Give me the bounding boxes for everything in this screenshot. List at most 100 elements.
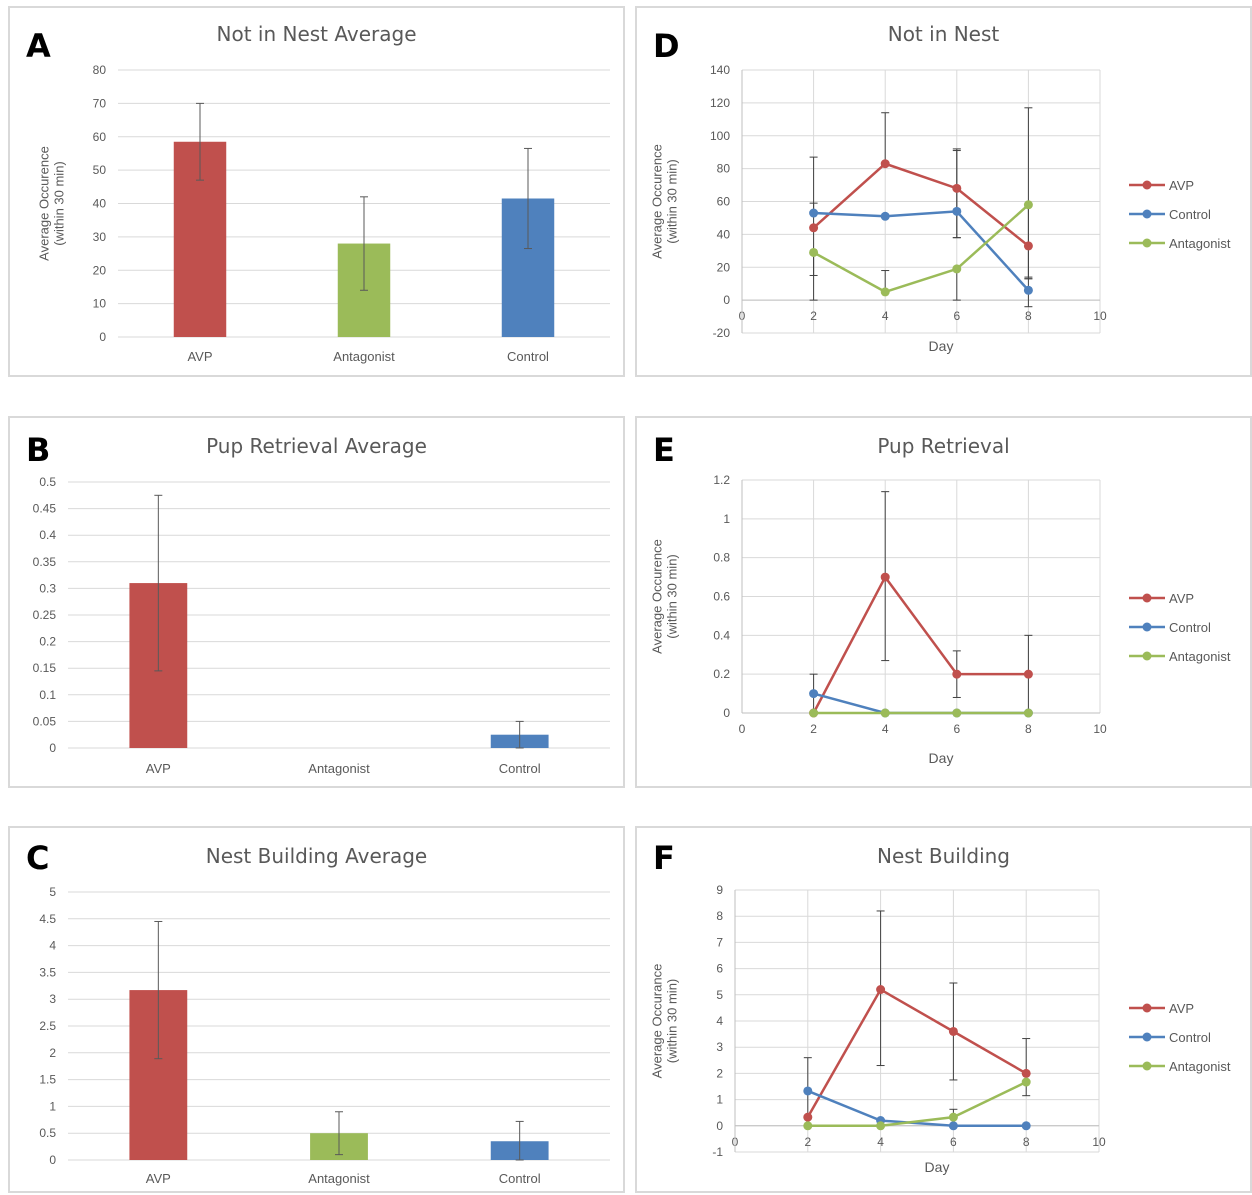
ytick-label-a-4: 40 xyxy=(93,197,107,211)
ytick-label-c-10: 5 xyxy=(49,885,56,899)
xtick-label-e-5: 10 xyxy=(1093,722,1107,736)
ytick-label-b-0: 0 xyxy=(49,741,56,755)
y-axis-label-d-line-2: (within 30 min) xyxy=(665,159,680,244)
ytick-label-a-1: 10 xyxy=(93,297,107,311)
data-point-e-antagonist-2 xyxy=(952,708,962,718)
series-line-f-control xyxy=(807,1089,1027,1128)
panel-letter-f: F xyxy=(653,839,675,877)
ytick-label-d-4: 60 xyxy=(717,195,731,209)
chart-panel-f: F Nest Building -1 0 1 2 3 4 5 6 7 8 9 Average Occu… xyxy=(635,826,1252,1193)
panel-letter-d: D xyxy=(653,27,680,65)
ytick-label-b-2: 0.1 xyxy=(39,688,56,702)
ytick-label-c-1: 0.5 xyxy=(39,1126,56,1140)
data-point-e-antagonist-0 xyxy=(809,708,819,718)
data-point-d-avp-1 xyxy=(880,159,890,169)
ytick-label-b-10: 0.5 xyxy=(39,475,56,489)
y-axis-label-f-line-2: (within 30 min) xyxy=(665,979,680,1064)
xtick-label-e-2: 4 xyxy=(882,722,889,736)
chart-title-b: Pup Retrieval Average xyxy=(206,434,427,458)
chart-f-plot: -1 0 1 2 3 4 5 6 7 8 9 Average Occurance (within 30 … xyxy=(650,883,1231,1175)
data-point-f-avp-3 xyxy=(1021,1068,1031,1078)
data-point-d-control-3 xyxy=(1023,285,1033,295)
ytick-label-c-0: 0 xyxy=(49,1153,56,1167)
chart-title-d: Not in Nest xyxy=(887,22,1000,46)
y-axis-label-d-line-1: Average Occurence xyxy=(650,144,665,259)
xtick-label-e-1: 2 xyxy=(810,722,817,736)
ytick-label-b-6: 0.3 xyxy=(39,581,56,595)
series-line-d-avp xyxy=(812,162,1030,247)
xtick-label-d-1: 2 xyxy=(810,309,817,323)
y-axis-label-f-line-1: Average Occurance xyxy=(650,964,665,1079)
chart-title-e: Pup Retrieval xyxy=(877,434,1010,458)
data-point-e-antagonist-3 xyxy=(1023,708,1033,718)
data-point-d-avp-0 xyxy=(809,223,819,233)
data-point-f-control-2 xyxy=(948,1121,958,1131)
data-point-f-avp-0 xyxy=(803,1112,813,1122)
data-point-d-antagonist-2 xyxy=(952,264,962,274)
xtick-label-d-5: 10 xyxy=(1093,309,1107,323)
category-label-a-antagonist: Antagonist xyxy=(333,349,395,364)
series-line-f-avp xyxy=(806,987,1027,1118)
ytick-label-b-4: 0.2 xyxy=(39,635,56,649)
x-axis-label-e: Day xyxy=(929,750,954,766)
ytick-label-c-9: 4.5 xyxy=(39,912,56,926)
data-point-d-control-0 xyxy=(809,208,819,218)
ytick-label-e-0: 0 xyxy=(723,706,730,720)
category-label-c-avp: AVP xyxy=(146,1171,171,1186)
data-point-d-antagonist-3 xyxy=(1023,200,1033,210)
ytick-label-b-9: 0.45 xyxy=(33,502,57,516)
ytick-label-f-0: -1 xyxy=(712,1145,723,1159)
category-label-b-control: Control xyxy=(499,761,541,776)
xtick-label-d-2: 4 xyxy=(882,309,889,323)
data-point-d-antagonist-1 xyxy=(880,287,890,297)
legend-label-d-antagonist: Antagonist xyxy=(1169,236,1231,251)
chart-title-f: Nest Building xyxy=(876,844,1011,868)
ytick-label-d-2: 20 xyxy=(717,260,731,274)
xtick-label-f-3: 6 xyxy=(950,1135,957,1149)
legend-marker-e-antagonist xyxy=(1142,651,1152,661)
ytick-label-e-5: 1 xyxy=(723,512,730,526)
ytick-label-d-3: 40 xyxy=(717,227,731,241)
xtick-label-e-0: 0 xyxy=(739,722,746,736)
x-axis-label-f: Day xyxy=(925,1159,950,1175)
ytick-label-f-1: 0 xyxy=(716,1119,723,1133)
data-point-d-control-1 xyxy=(880,211,890,221)
data-point-f-antagonist-3 xyxy=(1021,1077,1031,1087)
ytick-label-e-2: 0.4 xyxy=(713,628,730,642)
chart-d-plot: -20 0 20 40 60 80 100 120 140 Average Occurence (w… xyxy=(650,63,1231,354)
data-point-d-avp-3 xyxy=(1023,241,1033,251)
y-axis-label-e-line-2: (within 30 min) xyxy=(665,554,680,639)
chart-a-plot: 0 10 20 30 40 50 60 70 80 Average Occurence (withi… xyxy=(37,63,610,364)
xtick-label-f-5: 10 xyxy=(1092,1135,1106,1149)
xtick-label-e-4: 8 xyxy=(1025,722,1032,736)
chart-e-plot: 0 0.2 0.4 0.6 0.8 1 1.2 Average Occurence (withi… xyxy=(650,473,1231,766)
legend-label-d-avp: AVP xyxy=(1169,178,1194,193)
ytick-label-d-6: 100 xyxy=(710,129,730,143)
data-point-f-control-0 xyxy=(803,1086,813,1096)
y-axis-label-a-line-1: Average Occurence xyxy=(37,146,52,261)
ytick-label-c-8: 4 xyxy=(49,939,56,953)
panel-letter-b: B xyxy=(26,431,51,469)
ytick-label-e-4: 0.8 xyxy=(713,551,730,565)
ytick-label-b-8: 0.4 xyxy=(39,528,56,542)
ytick-label-d-1: 0 xyxy=(723,293,730,307)
legend-marker-d-antagonist xyxy=(1142,238,1152,248)
chart-title-c: Nest Building Average xyxy=(205,844,428,868)
ytick-label-d-5: 80 xyxy=(717,162,731,176)
legend-label-e-avp: AVP xyxy=(1169,591,1194,606)
ytick-label-d-0: -20 xyxy=(713,326,731,340)
xtick-label-d-3: 6 xyxy=(953,309,960,323)
legend-label-e-control: Control xyxy=(1169,620,1211,635)
ytick-label-c-3: 1.5 xyxy=(39,1073,56,1087)
ytick-label-d-7: 120 xyxy=(710,96,730,110)
data-point-d-antagonist-0 xyxy=(809,247,819,257)
data-point-f-antagonist-1 xyxy=(876,1121,886,1131)
x-axis-label-d: Day xyxy=(929,338,954,354)
legend-label-f-avp: AVP xyxy=(1169,1001,1194,1016)
legend-label-e-antagonist: Antagonist xyxy=(1169,649,1231,664)
ytick-label-a-7: 70 xyxy=(93,96,107,110)
xtick-label-f-1: 2 xyxy=(804,1135,811,1149)
ytick-label-c-4: 2 xyxy=(49,1046,56,1060)
ytick-label-b-5: 0.25 xyxy=(33,608,57,622)
ytick-label-a-2: 20 xyxy=(93,263,107,277)
